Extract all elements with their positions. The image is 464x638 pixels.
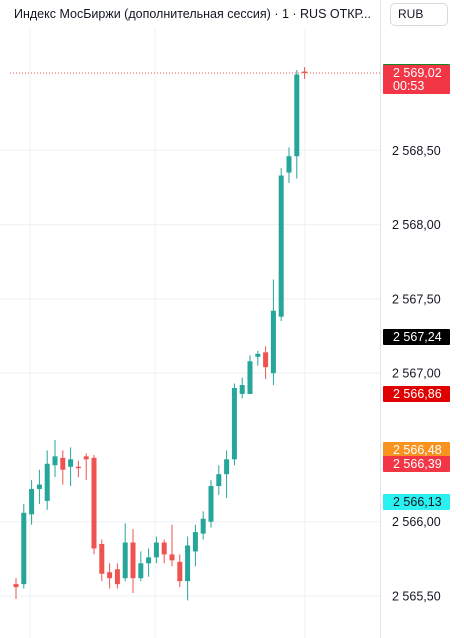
candle[interactable] xyxy=(60,450,66,485)
candle-body xyxy=(231,388,237,460)
candle[interactable] xyxy=(278,168,284,322)
candle[interactable] xyxy=(122,523,128,582)
candle[interactable] xyxy=(255,350,261,366)
candle-body xyxy=(255,353,261,357)
candle-body xyxy=(161,542,167,555)
candle-body xyxy=(114,569,120,585)
candle[interactable] xyxy=(146,548,152,577)
candle[interactable] xyxy=(286,147,292,183)
candle-body xyxy=(99,544,105,574)
currency-button[interactable]: RUB xyxy=(390,3,448,26)
candle-body xyxy=(247,361,253,394)
price-tag: 2 566,48 xyxy=(383,442,450,459)
candle-body xyxy=(200,518,206,534)
candle-body xyxy=(302,71,308,74)
candle[interactable] xyxy=(107,563,113,589)
candle-body xyxy=(44,463,50,501)
candle[interactable] xyxy=(29,480,35,525)
y-tick-label: 2 567,00 xyxy=(392,367,441,381)
candles xyxy=(13,67,308,601)
candle-body xyxy=(122,542,128,579)
candle[interactable] xyxy=(294,70,300,179)
candle-body xyxy=(294,74,300,157)
candle[interactable] xyxy=(239,377,245,399)
candle[interactable] xyxy=(177,554,183,588)
price-tag: 2 567,24 xyxy=(383,329,450,346)
candle[interactable] xyxy=(231,383,237,466)
candle[interactable] xyxy=(270,279,276,386)
candle[interactable] xyxy=(52,440,58,478)
price-tag: 2 566,13 xyxy=(383,494,450,511)
candle-body xyxy=(146,557,152,564)
candle-body xyxy=(224,459,230,475)
y-tick-label: 2 566,00 xyxy=(392,515,441,529)
candle-body xyxy=(130,542,136,579)
candle-body xyxy=(75,466,81,469)
candle-body xyxy=(286,156,292,173)
candle[interactable] xyxy=(161,539,167,564)
candle[interactable] xyxy=(114,563,120,589)
candle[interactable] xyxy=(192,524,198,567)
candle-body xyxy=(177,561,183,582)
price-tag: 2 566,39 xyxy=(383,455,450,472)
candle[interactable] xyxy=(185,536,191,601)
candle[interactable] xyxy=(153,536,159,564)
price-tag: 2 566,86 xyxy=(383,385,450,402)
candle-body xyxy=(169,554,175,561)
candle[interactable] xyxy=(302,67,308,79)
y-tick-label: 2 565,50 xyxy=(392,590,441,604)
candle[interactable] xyxy=(263,346,269,380)
candle[interactable] xyxy=(44,450,50,510)
candle-body xyxy=(52,456,58,466)
candle-body xyxy=(60,457,66,470)
candle[interactable] xyxy=(68,447,74,487)
candle-body xyxy=(36,484,42,490)
candle-body xyxy=(270,310,276,374)
candle[interactable] xyxy=(216,465,222,495)
price-tag: 00:53 xyxy=(383,78,450,95)
candle[interactable] xyxy=(224,450,230,498)
candle-body xyxy=(208,486,214,522)
candle-body xyxy=(185,545,191,582)
candle-body xyxy=(91,457,97,549)
chart-title: Индекс МосБиржи (дополнительная сессия) … xyxy=(14,7,371,21)
candle[interactable] xyxy=(99,539,105,582)
candle[interactable] xyxy=(200,511,206,540)
candle[interactable] xyxy=(83,453,89,481)
candle-body xyxy=(239,385,245,394)
y-tick-label: 2 567,50 xyxy=(392,292,441,306)
candle[interactable] xyxy=(138,551,144,582)
candle[interactable] xyxy=(13,578,19,599)
grid xyxy=(0,28,380,638)
candle[interactable] xyxy=(247,355,253,394)
candle-body xyxy=(138,563,144,579)
candle[interactable] xyxy=(21,503,27,589)
candle[interactable] xyxy=(36,469,42,504)
candle-body xyxy=(13,584,19,588)
candle-body xyxy=(68,459,74,467)
y-tick-label: 2 568,50 xyxy=(392,144,441,158)
candle[interactable] xyxy=(75,460,81,478)
candle-body xyxy=(278,175,284,317)
candle[interactable] xyxy=(130,529,136,594)
candle-body xyxy=(29,489,35,515)
candle-body xyxy=(263,352,269,368)
candle[interactable] xyxy=(169,524,175,567)
candle-body xyxy=(83,456,89,460)
candle-body xyxy=(21,512,27,585)
candle-body xyxy=(216,474,222,487)
candle-body xyxy=(192,532,198,552)
y-tick-label: 2 568,00 xyxy=(392,218,441,232)
candle-body xyxy=(107,572,113,579)
candle[interactable] xyxy=(91,454,97,555)
candle-body xyxy=(153,542,159,558)
candle[interactable] xyxy=(208,480,214,528)
price-tag: 2 569,02 xyxy=(383,65,450,82)
